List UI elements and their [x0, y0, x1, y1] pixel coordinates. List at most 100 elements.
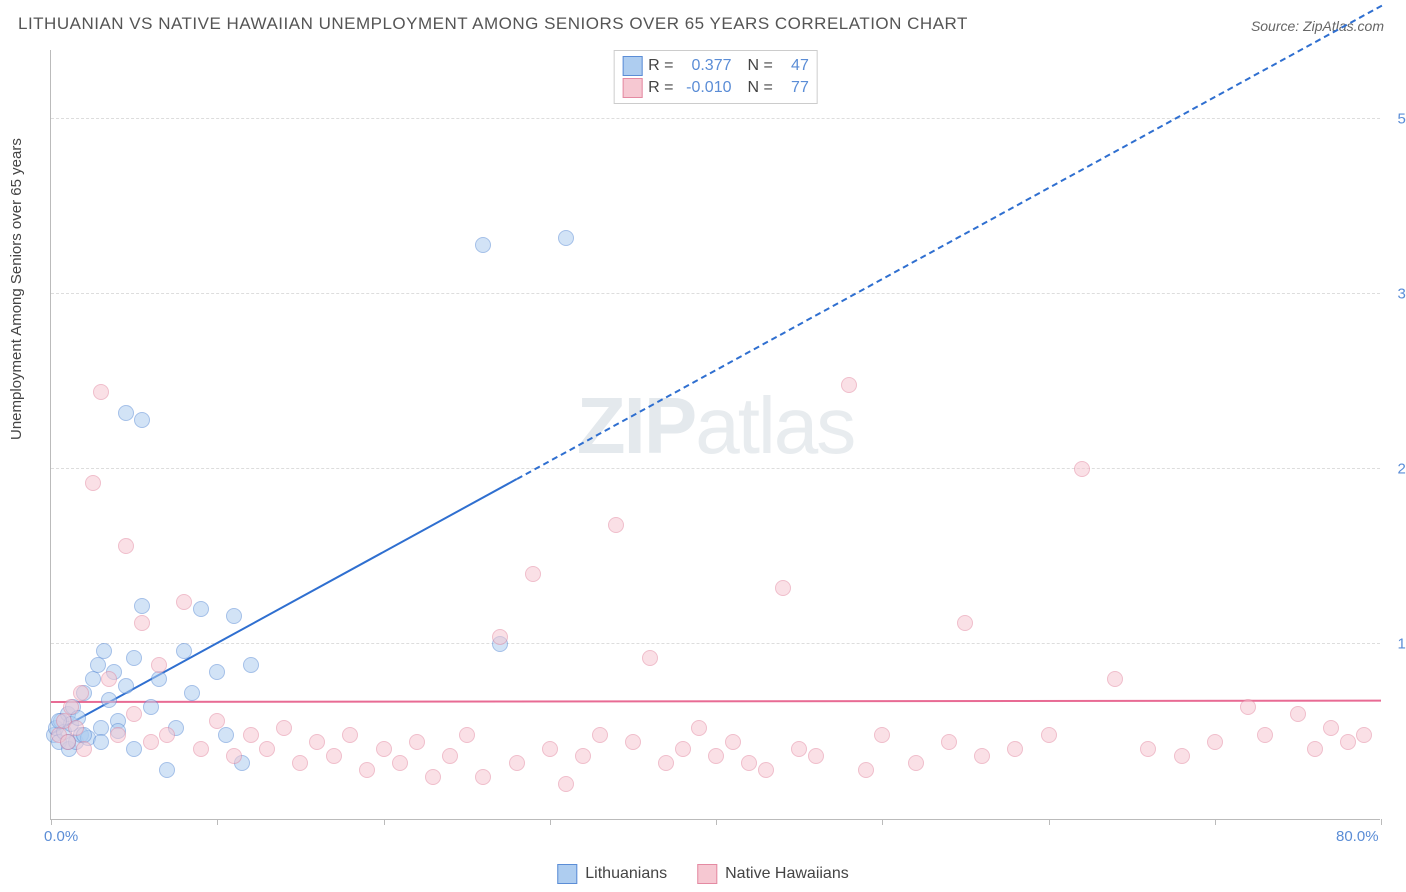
- legend-item: Native Hawaiians: [697, 864, 849, 884]
- r-label: R =: [648, 57, 673, 75]
- data-point: [791, 741, 807, 757]
- data-point: [957, 615, 973, 631]
- stats-legend: R =0.377N =47R =-0.010N =77: [613, 50, 818, 104]
- plot-area: ZIPatlas R =0.377N =47R =-0.010N =77 12.…: [50, 50, 1380, 820]
- data-point: [159, 727, 175, 743]
- data-point: [63, 699, 79, 715]
- data-point: [1340, 734, 1356, 750]
- data-point: [1107, 671, 1123, 687]
- n-value: 77: [779, 79, 809, 97]
- data-point: [775, 580, 791, 596]
- data-point: [68, 720, 84, 736]
- data-point: [725, 734, 741, 750]
- data-point: [126, 741, 142, 757]
- data-point: [118, 405, 134, 421]
- data-point: [359, 762, 375, 778]
- watermark: ZIPatlas: [577, 379, 854, 471]
- legend-swatch: [557, 864, 577, 884]
- data-point: [542, 741, 558, 757]
- data-point: [1207, 734, 1223, 750]
- x-tick: [550, 819, 551, 825]
- data-point: [1290, 706, 1306, 722]
- data-point: [1323, 720, 1339, 736]
- x-tick: [217, 819, 218, 825]
- data-point: [85, 671, 101, 687]
- data-point: [226, 748, 242, 764]
- x-tick: [1049, 819, 1050, 825]
- data-point: [126, 650, 142, 666]
- data-point: [292, 755, 308, 771]
- legend-swatch: [622, 56, 642, 76]
- data-point: [708, 748, 724, 764]
- data-point: [592, 727, 608, 743]
- data-point: [276, 720, 292, 736]
- data-point: [126, 706, 142, 722]
- data-point: [475, 769, 491, 785]
- data-point: [1041, 727, 1057, 743]
- data-point: [193, 741, 209, 757]
- data-point: [758, 762, 774, 778]
- data-point: [73, 685, 89, 701]
- y-tick-label: 50.0%: [1397, 111, 1406, 128]
- x-tick: [1215, 819, 1216, 825]
- watermark-bold: ZIP: [577, 380, 695, 469]
- data-point: [1174, 748, 1190, 764]
- data-point: [151, 671, 167, 687]
- legend-swatch: [697, 864, 717, 884]
- data-point: [741, 755, 757, 771]
- data-point: [509, 755, 525, 771]
- data-point: [459, 727, 475, 743]
- data-point: [675, 741, 691, 757]
- data-point: [392, 755, 408, 771]
- x-tick: [384, 819, 385, 825]
- gridline: [51, 293, 1380, 294]
- data-point: [442, 748, 458, 764]
- legend-swatch: [622, 78, 642, 98]
- r-value: -0.010: [680, 79, 732, 97]
- x-tick: [882, 819, 883, 825]
- data-point: [808, 748, 824, 764]
- data-point: [1007, 741, 1023, 757]
- data-point: [96, 643, 112, 659]
- x-tick: [1381, 819, 1382, 825]
- data-point: [525, 566, 541, 582]
- data-point: [1356, 727, 1372, 743]
- data-point: [184, 685, 200, 701]
- data-point: [176, 643, 192, 659]
- data-point: [691, 720, 707, 736]
- data-point: [93, 384, 109, 400]
- data-point: [874, 727, 890, 743]
- data-point: [76, 741, 92, 757]
- data-point: [90, 657, 106, 673]
- gridline: [51, 468, 1380, 469]
- data-point: [841, 377, 857, 393]
- data-point: [326, 748, 342, 764]
- trend-line: [51, 699, 1381, 702]
- trend-line: [51, 478, 517, 735]
- data-point: [558, 230, 574, 246]
- bottom-legend: LithuaniansNative Hawaiians: [557, 864, 848, 884]
- gridline: [51, 643, 1380, 644]
- x-origin-label: 0.0%: [44, 828, 78, 845]
- data-point: [625, 734, 641, 750]
- data-point: [243, 727, 259, 743]
- data-point: [309, 734, 325, 750]
- data-point: [243, 657, 259, 673]
- data-point: [101, 671, 117, 687]
- data-point: [209, 713, 225, 729]
- data-point: [143, 734, 159, 750]
- y-axis-label: Unemployment Among Seniors over 65 years: [8, 138, 25, 440]
- data-point: [558, 776, 574, 792]
- y-tick-label: 12.5%: [1397, 636, 1406, 653]
- data-point: [575, 748, 591, 764]
- data-point: [85, 475, 101, 491]
- source-attribution: Source: ZipAtlas.com: [1251, 18, 1384, 34]
- watermark-light: atlas: [695, 380, 854, 469]
- r-value: 0.377: [680, 57, 732, 75]
- stats-row: R =0.377N =47: [622, 55, 809, 77]
- data-point: [151, 657, 167, 673]
- data-point: [259, 741, 275, 757]
- data-point: [1240, 699, 1256, 715]
- chart-title: LITHUANIAN VS NATIVE HAWAIIAN UNEMPLOYME…: [18, 14, 968, 34]
- n-value: 47: [779, 57, 809, 75]
